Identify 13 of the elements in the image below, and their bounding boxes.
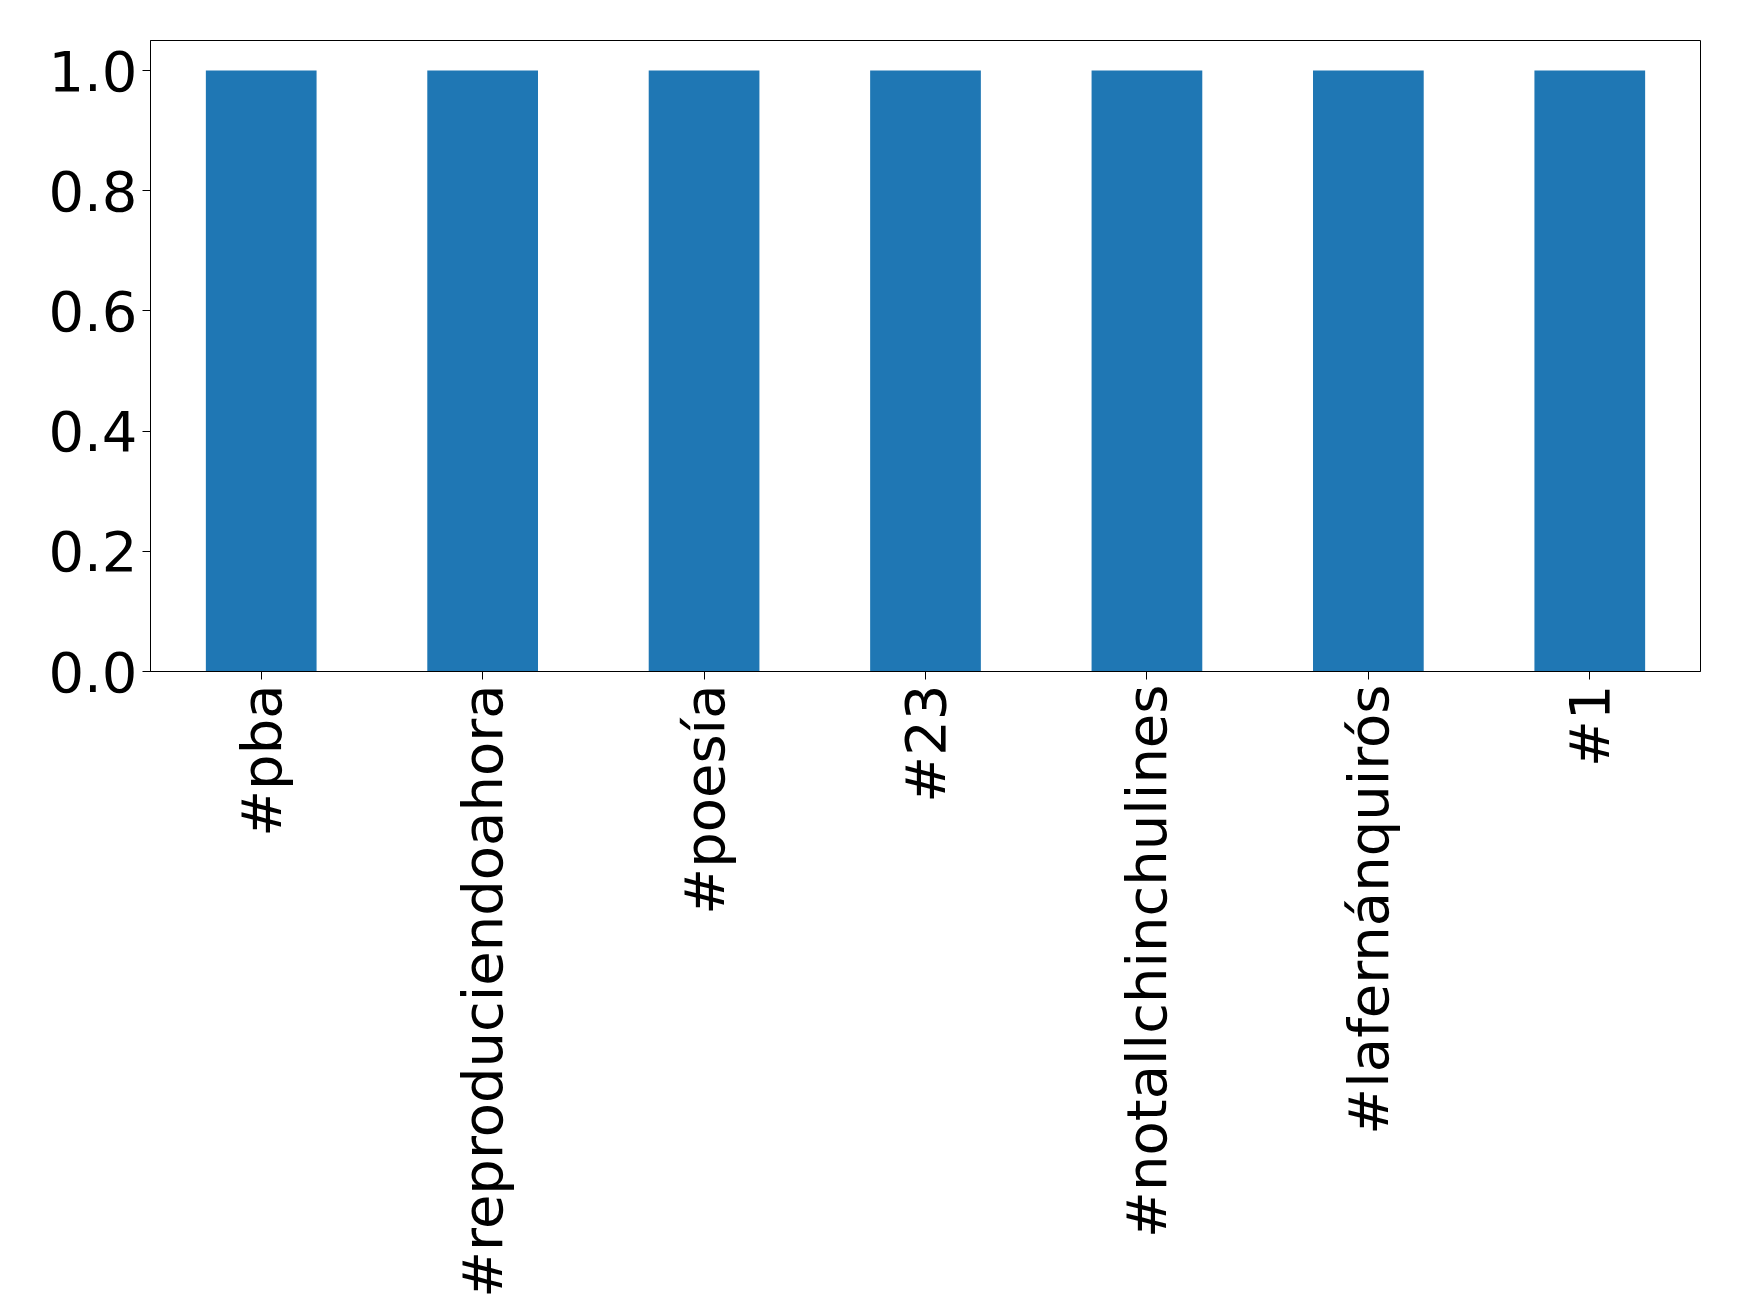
y-tick-label: 0.0: [48, 639, 138, 705]
y-tick-label: 0.8: [48, 158, 138, 224]
y-tick-label: 0.4: [48, 399, 138, 465]
y-tick-label: 1.0: [48, 38, 138, 104]
x-tick-label: #reproduciendoahora: [450, 684, 516, 1298]
x-tick-label: #poesía: [671, 684, 737, 915]
x-tick-label: #notallchinchulines: [1114, 684, 1180, 1238]
x-tick-label: #23: [893, 684, 958, 803]
x-tick-label: #pba: [228, 684, 294, 837]
x-tick-label: #lafernánquirós: [1335, 684, 1401, 1135]
y-tick-label: 0.2: [48, 519, 138, 585]
y-tick-label: 0.6: [48, 278, 138, 344]
x-tick-label: #1: [1557, 684, 1623, 768]
